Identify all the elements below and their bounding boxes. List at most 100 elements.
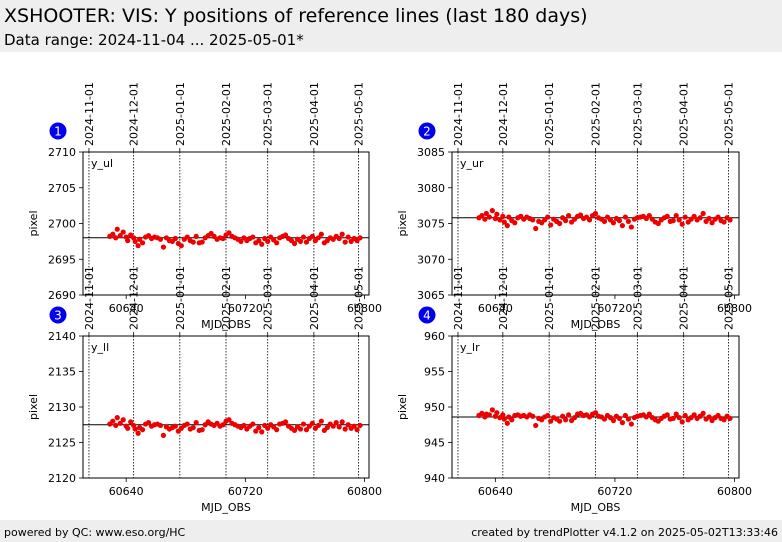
data-point	[184, 421, 190, 427]
data-point	[486, 412, 492, 418]
data-point	[571, 415, 578, 421]
data-point	[339, 231, 345, 237]
data-point	[610, 220, 617, 226]
data-point	[610, 417, 617, 424]
data-point	[691, 213, 697, 219]
data-point	[117, 233, 123, 239]
data-point	[673, 213, 679, 219]
data-point	[303, 239, 310, 245]
data-point	[622, 412, 628, 419]
x-axis-label: MJD_OBS	[201, 318, 251, 331]
data-point	[315, 235, 321, 241]
y-tick-label: 2120	[48, 472, 76, 485]
x-tick-label: 60640	[109, 302, 144, 315]
data-point	[601, 218, 608, 224]
page-header: XSHOOTER: VIS: Y positions of reference …	[0, 0, 782, 52]
data-point	[190, 239, 196, 245]
data-point	[178, 243, 184, 249]
data-point	[128, 419, 134, 425]
data-point	[193, 420, 199, 426]
data-point	[172, 423, 178, 429]
data-point	[345, 234, 351, 240]
data-point	[497, 217, 503, 223]
data-point	[114, 415, 120, 421]
data-point	[548, 418, 554, 424]
data-point	[646, 213, 652, 219]
data-point	[184, 234, 190, 240]
data-point	[504, 420, 510, 426]
data-point	[482, 216, 488, 222]
data-point	[110, 231, 116, 237]
data-point	[160, 244, 167, 250]
data-point	[492, 215, 498, 222]
y-tick-label: 2140	[48, 330, 76, 343]
panel-number-label: 2	[423, 125, 431, 139]
date-tick-label: 2024-12-01	[128, 266, 141, 330]
date-tick-label: 2025-05-01	[723, 266, 736, 330]
date-tick-label: 2025-01-01	[174, 82, 187, 146]
data-point	[220, 422, 226, 428]
data-point	[274, 427, 280, 433]
y-axis-label: pixel	[396, 394, 409, 420]
panel-label: y_lr	[460, 341, 480, 354]
plot-panel-1: 2024-11-01 2024-12-01 2025-01-01 2025-02-01…	[27, 82, 382, 331]
date-tick-label: 2024-12-01	[128, 82, 141, 146]
data-point	[565, 213, 572, 219]
data-point	[679, 419, 685, 425]
x-tick-label: 60720	[228, 302, 263, 315]
x-axis-label: MJD_OBS	[201, 501, 251, 514]
data-point	[114, 226, 120, 232]
date-tick-label: 2025-02-01	[590, 82, 603, 146]
date-tick-label: 2025-01-01	[543, 82, 556, 146]
data-point	[601, 416, 608, 422]
x-tick-label: 60800	[717, 302, 752, 315]
data-point	[500, 213, 506, 219]
panel-number-label: 3	[54, 309, 62, 323]
data-point	[309, 420, 315, 426]
data-point	[256, 424, 262, 431]
data-point	[664, 412, 670, 418]
data-point	[489, 407, 495, 413]
panel-number-badge	[49, 306, 67, 324]
data-point	[265, 238, 271, 244]
data-point	[506, 214, 512, 220]
data-point	[113, 422, 119, 429]
y-tick-label: 2710	[48, 146, 76, 159]
data-point	[172, 235, 178, 242]
data-point	[509, 417, 515, 423]
data-point	[199, 239, 205, 245]
plot-panel-2: 2024-11-01 2024-12-01 2025-01-01 2025-02-01…	[396, 82, 752, 331]
date-tick-label: 2024-11-01	[452, 82, 465, 146]
data-point	[351, 423, 357, 429]
data-point	[226, 230, 232, 236]
data-point	[132, 426, 138, 432]
y-axis-label: pixel	[396, 210, 409, 236]
data-point	[309, 233, 315, 239]
data-point	[157, 236, 164, 242]
y-tick-label: 960	[424, 330, 445, 343]
data-point	[324, 424, 330, 431]
data-point	[291, 240, 298, 247]
y-tick-label: 950	[424, 401, 445, 414]
y-tick-label: 2690	[48, 289, 76, 302]
x-tick-label: 60640	[478, 485, 513, 498]
data-point	[479, 213, 485, 219]
date-tick-label: 2025-05-01	[723, 82, 736, 146]
panel-number-label: 1	[54, 125, 62, 139]
data-point	[646, 411, 652, 417]
date-tick-label: 2025-04-01	[308, 82, 321, 146]
plot-panel-4: 2024-11-01 2024-12-01 2025-01-01 2025-02-01…	[396, 266, 752, 514]
data-point	[679, 221, 685, 227]
x-tick-label: 60640	[109, 485, 144, 498]
data-point	[700, 410, 706, 416]
x-tick-label: 60800	[717, 485, 752, 498]
date-tick-label: 2024-11-01	[452, 266, 465, 330]
data-point	[357, 422, 363, 429]
data-point	[676, 415, 682, 421]
data-point	[512, 220, 518, 226]
date-tick-label: 2025-02-01	[590, 266, 603, 330]
data-point	[494, 211, 500, 217]
data-point	[706, 414, 712, 420]
data-point	[135, 430, 141, 436]
